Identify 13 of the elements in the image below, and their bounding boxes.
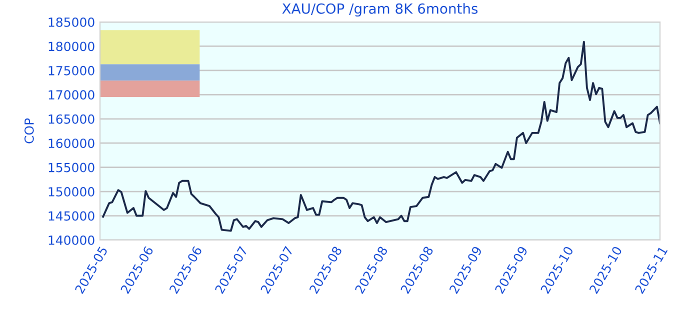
y-tick-label: 155000 [48,162,94,172]
chart-title: XAU/COP /gram 8K 6months [282,3,478,17]
y-tick-label: 170000 [48,90,94,100]
y-tick-label: 140000 [48,235,94,245]
y-tick-label: 175000 [48,66,94,76]
y-tick-label: 180000 [48,42,94,52]
y-tick-label: 145000 [48,211,94,221]
y-axis-title: COP [24,118,34,144]
y-tick-label: 185000 [48,17,94,27]
y-tick-label: 150000 [48,187,94,196]
y-tick-label: 165000 [48,114,94,124]
y-tick-label: 160000 [48,138,94,148]
line-series [102,40,660,232]
